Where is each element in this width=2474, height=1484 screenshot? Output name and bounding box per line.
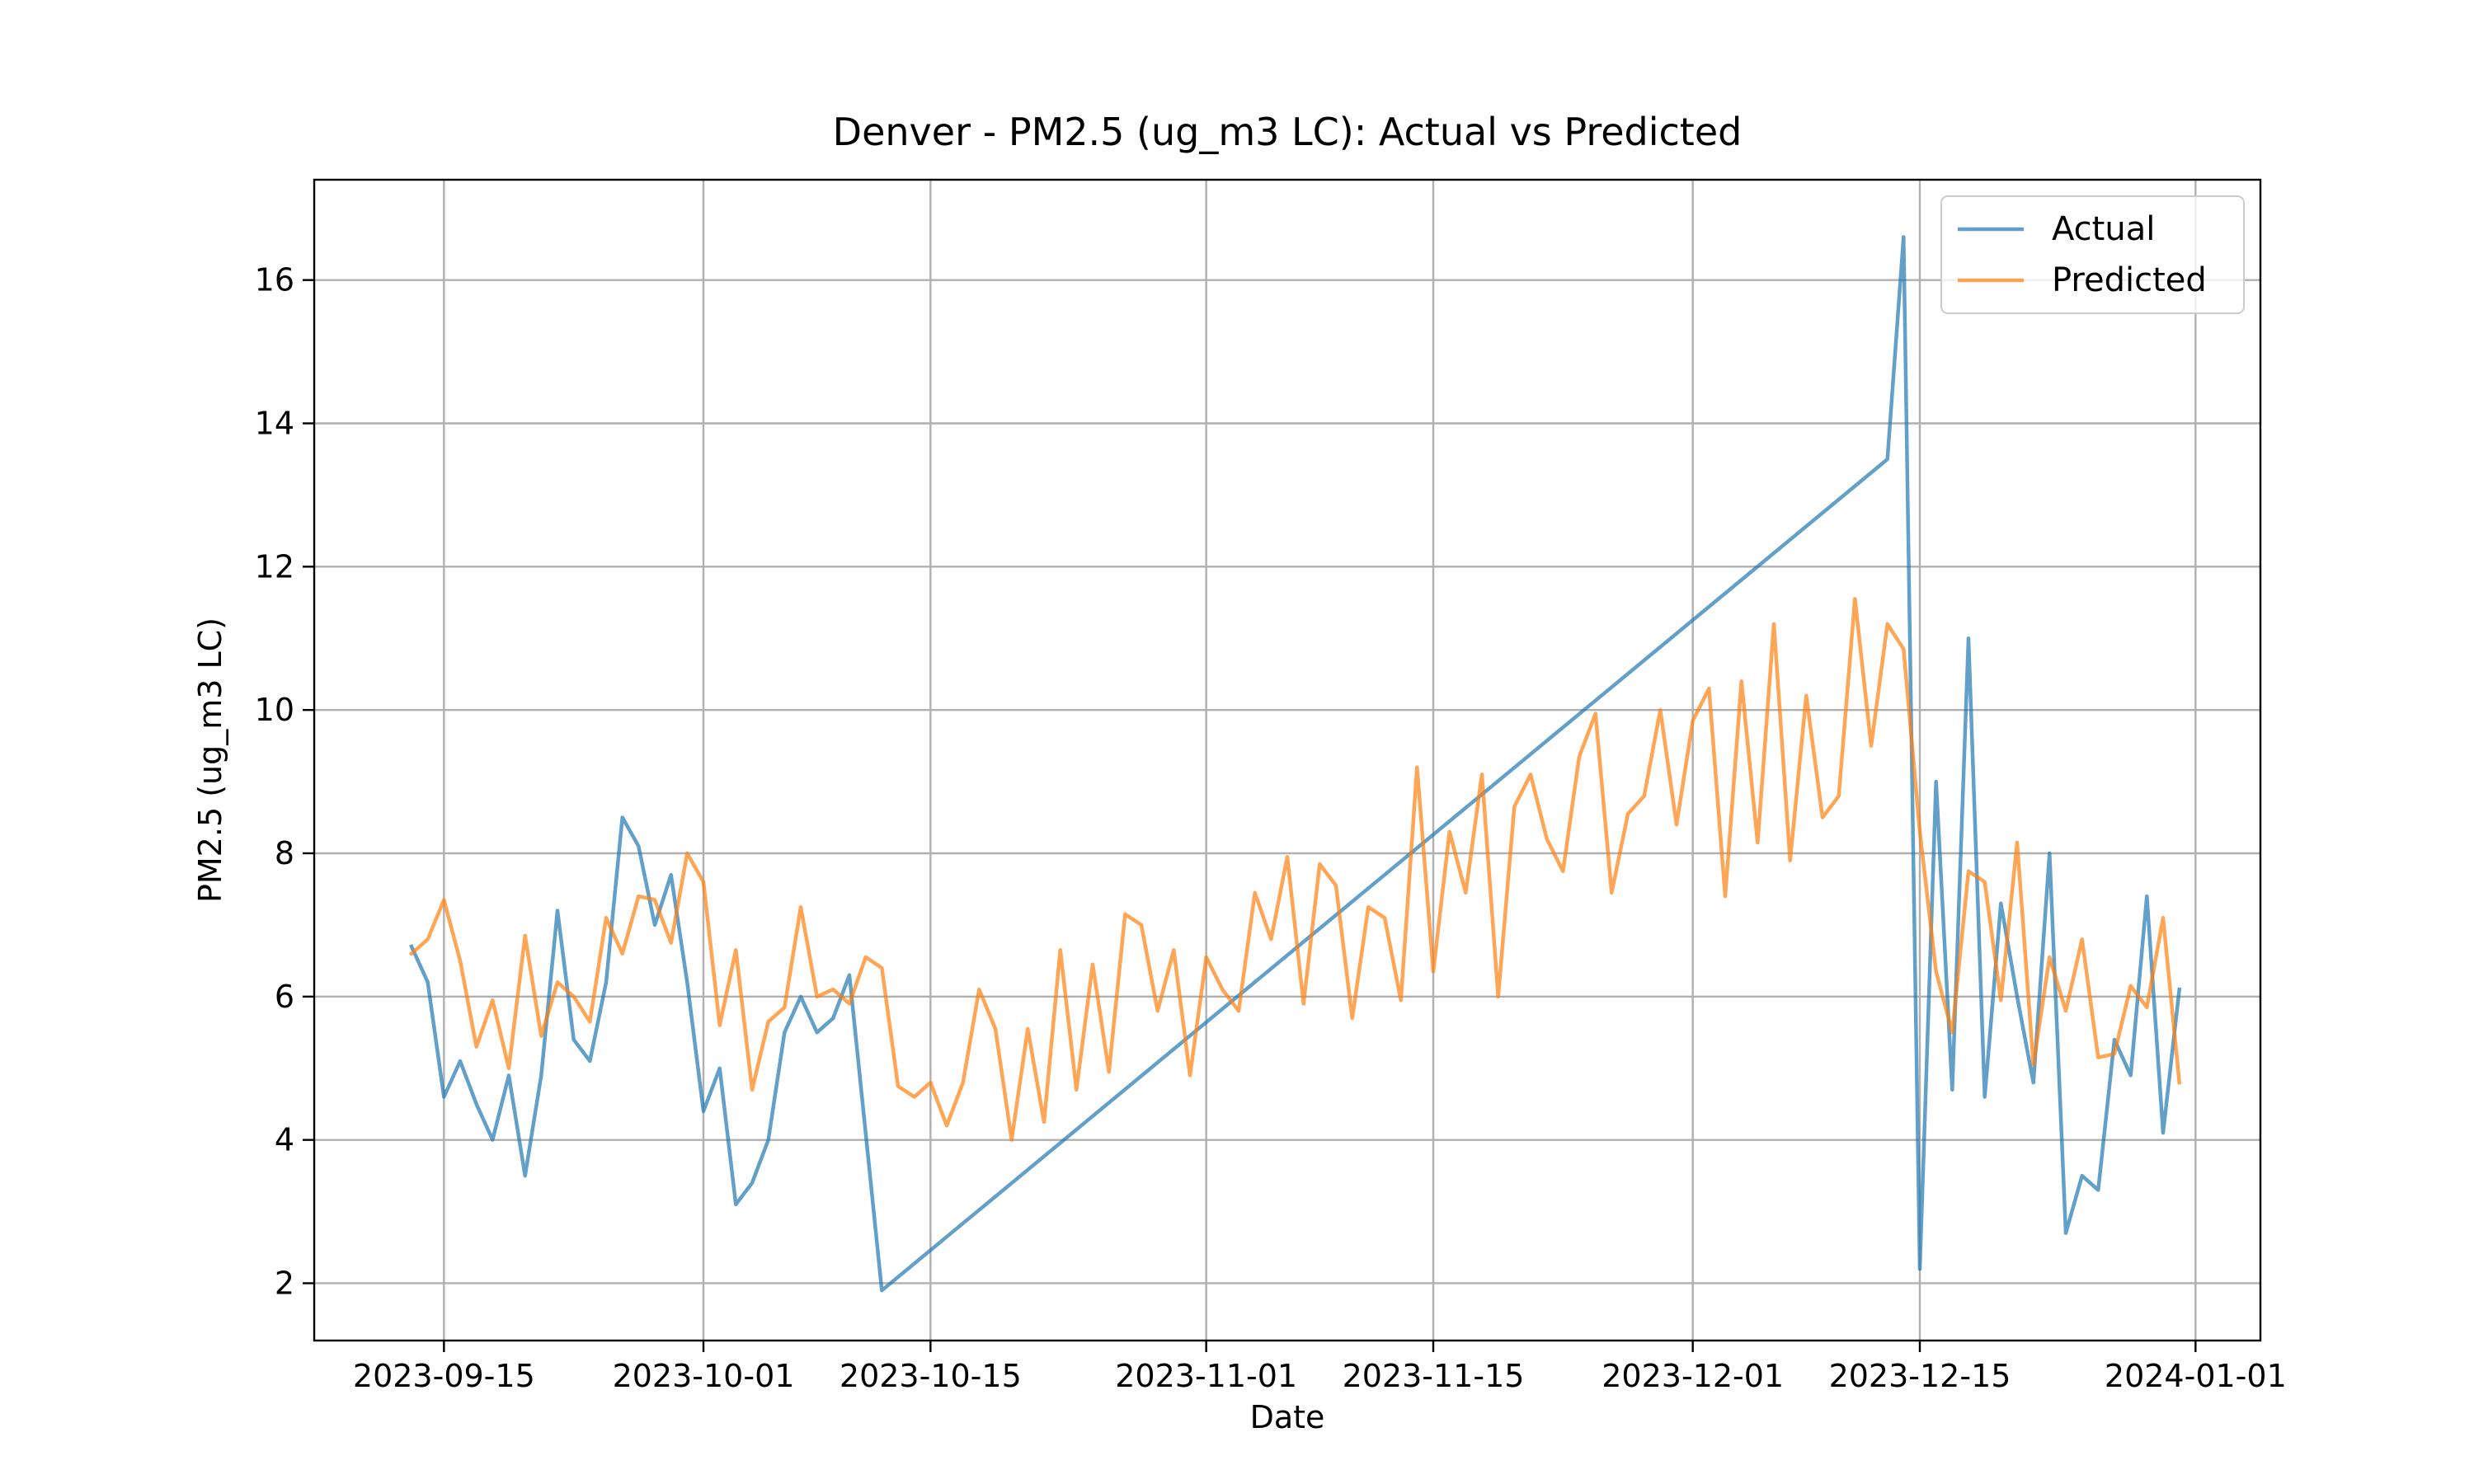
chart-title: Denver - PM2.5 (ug_m3 LC): Actual vs Pre… (833, 110, 1743, 154)
legend-box (1940, 195, 2245, 314)
y-tick-label: 16 (255, 262, 294, 298)
y-tick-label: 4 (275, 1122, 294, 1158)
plot-frame (313, 178, 2262, 1342)
grid-lines (314, 180, 2260, 1341)
x-tick-label: 2023-10-15 (840, 1358, 1022, 1394)
y-tick-label: 6 (275, 979, 294, 1015)
x-tick-label: 2023-09-15 (353, 1358, 535, 1394)
x-tick-label: 2024-01-01 (2105, 1358, 2287, 1394)
legend-label: Actual (2052, 210, 2155, 248)
series-lines (408, 235, 2182, 1293)
legend-label: Predicted (2052, 261, 2207, 299)
x-tick-label: 2023-11-15 (1343, 1358, 1525, 1394)
y-tick-label: 12 (255, 548, 294, 585)
y-tick-label: 14 (255, 406, 294, 442)
x-axis-label: Date (1250, 1399, 1325, 1435)
axis-ticks: 2023-09-15 2023-10-01 2023-10-15 2023-11-01… (255, 262, 2287, 1394)
x-tick-label: 2023-12-15 (1829, 1358, 2011, 1394)
x-tick-label: 2023-12-01 (1602, 1358, 1784, 1394)
series-line-actual (409, 235, 2182, 1293)
y-tick-label: 10 (255, 692, 294, 728)
series-line-predicted (408, 597, 2182, 1142)
legend: Actual Predicted (1940, 195, 2245, 314)
y-axis-label: PM2.5 (ug_m3 LC) (192, 618, 228, 903)
y-tick-label: 8 (275, 835, 294, 871)
y-tick-label: 2 (275, 1265, 294, 1301)
x-tick-label: 2023-11-01 (1115, 1358, 1297, 1394)
x-tick-label: 2023-10-01 (613, 1358, 795, 1394)
